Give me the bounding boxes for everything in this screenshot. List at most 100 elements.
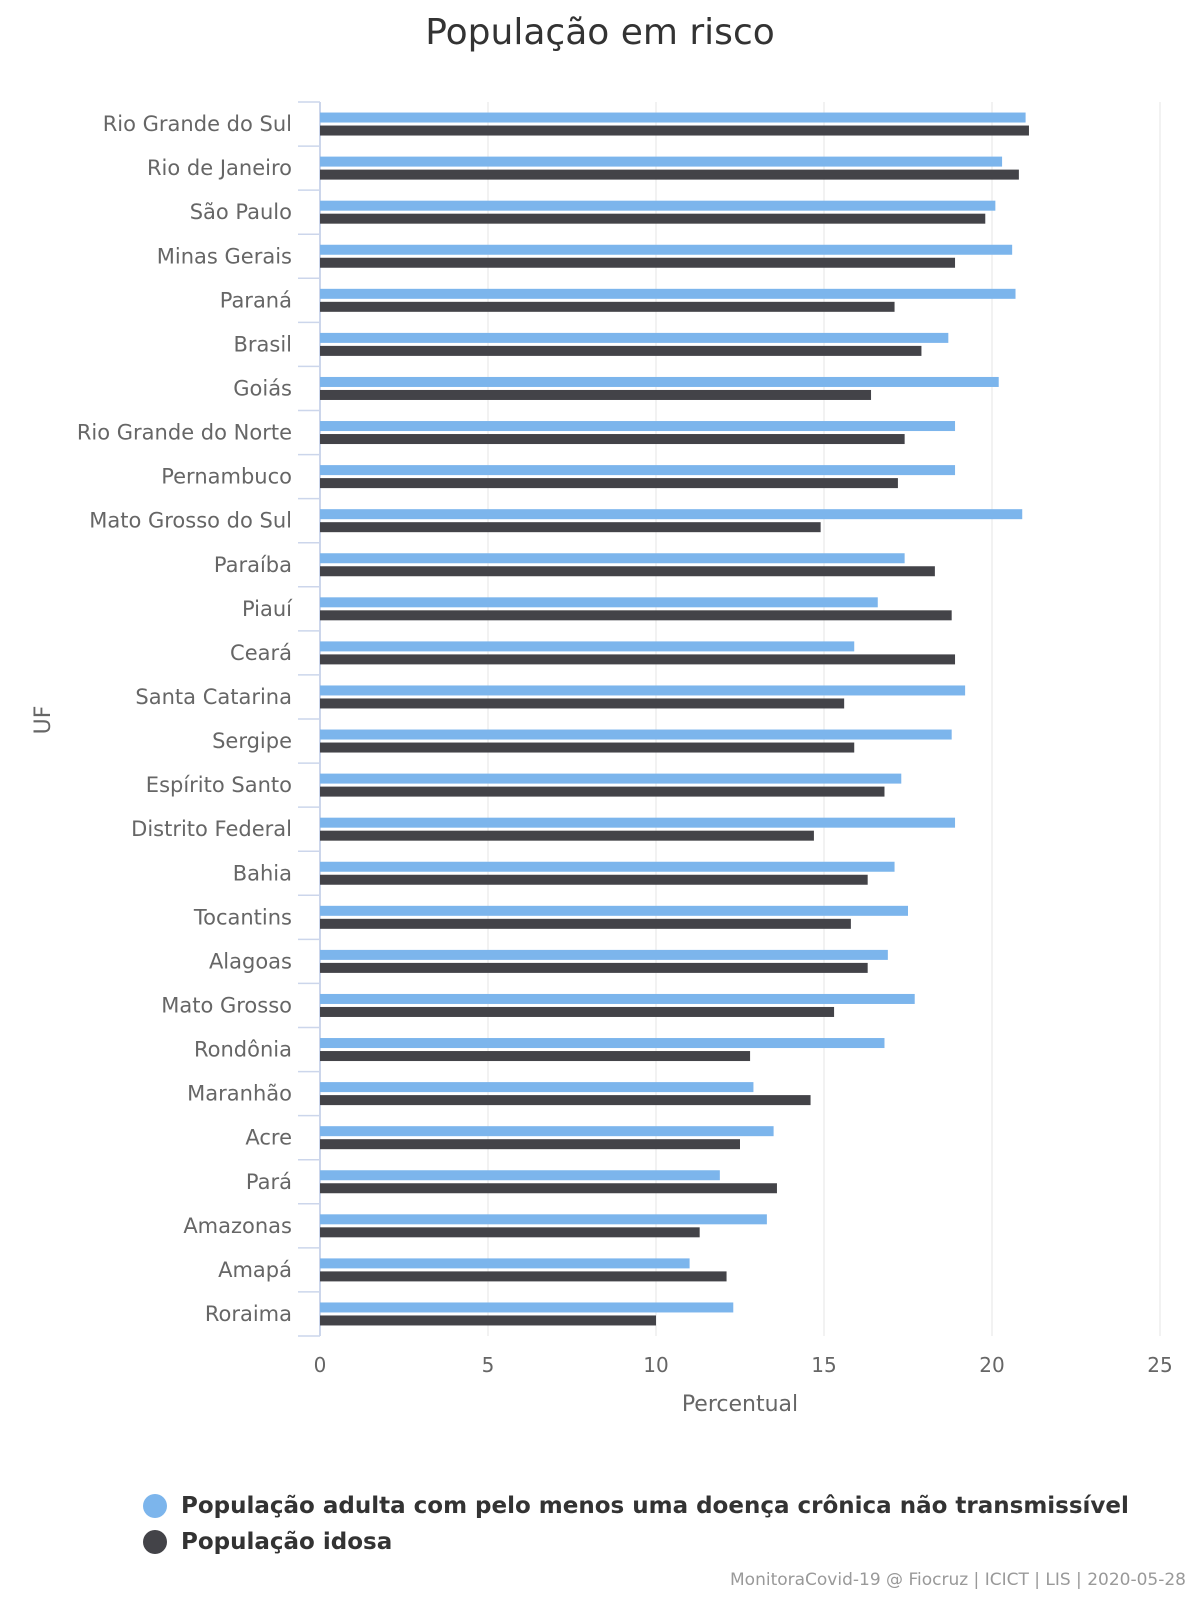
value-axis-title: Percentual: [682, 1392, 798, 1417]
bar-elderly: [320, 478, 898, 489]
bar-elderly: [320, 345, 922, 356]
bar-adults: [320, 288, 1016, 299]
category-label: Acre: [245, 1126, 292, 1150]
category-label: Rio Grande do Norte: [77, 421, 292, 445]
bar-elderly: [320, 213, 986, 224]
bar-adults: [320, 729, 952, 740]
chart-title: População em risco: [425, 12, 775, 53]
legend-item-adults[interactable]: População adulta com pelo menos uma doen…: [143, 1488, 1129, 1524]
gridlines: [487, 102, 1161, 1336]
bar-adults: [320, 597, 878, 608]
bar-elderly: [320, 1139, 740, 1150]
bar-adults: [320, 200, 996, 211]
bar-adults: [320, 553, 905, 564]
bar-adults: [320, 1302, 734, 1313]
category-label: Rio de Janeiro: [147, 156, 292, 180]
bar-elderly: [320, 654, 956, 665]
bar-adults: [320, 509, 1023, 520]
category-label: Pernambuco: [161, 465, 292, 489]
category-label: Mato Grosso do Sul: [89, 509, 292, 533]
category-label: Espírito Santo: [146, 773, 292, 797]
bar-adults: [320, 1082, 754, 1093]
bar-adults: [320, 1126, 774, 1137]
category-label: São Paulo: [190, 200, 292, 224]
category-label: Tocantins: [193, 905, 292, 929]
bar-adults: [320, 641, 855, 652]
value-tick-label: 20: [979, 1353, 1004, 1377]
bar-adults: [320, 465, 956, 476]
value-tick-label: 25: [1147, 1353, 1172, 1377]
bar-elderly: [320, 698, 845, 709]
bar-adults: [320, 773, 902, 784]
bar-adults: [320, 817, 956, 828]
legend: População adulta com pelo menos uma doen…: [143, 1488, 1129, 1560]
legend-item-elderly[interactable]: População idosa: [143, 1524, 1129, 1560]
bar-adults: [320, 112, 1026, 123]
category-axis: Rio Grande do Sul Rio de Janeiro São Paulo…: [77, 101, 321, 1337]
category-label: Paraíba: [214, 553, 292, 577]
bar-elderly: [320, 125, 1029, 136]
category-label: Santa Catarina: [135, 685, 292, 709]
bar-elderly: [320, 566, 935, 577]
category-label: Amapá: [218, 1258, 292, 1282]
credits[interactable]: MonitoraCovid-19 @ Fiocruz | ICICT | LIS…: [730, 1570, 1186, 1590]
bar-adults: [320, 332, 949, 343]
legend-swatch-elderly: [143, 1530, 167, 1554]
category-label: Brasil: [233, 332, 292, 356]
value-tick-label: 15: [811, 1353, 836, 1377]
bar-adults: [320, 156, 1003, 167]
legend-label-adults: População adulta com pelo menos uma doen…: [181, 1493, 1129, 1519]
value-tick-label: 10: [643, 1353, 668, 1377]
bar-adults: [320, 905, 908, 916]
bar-adults: [320, 1214, 767, 1225]
category-label: Minas Gerais: [157, 244, 292, 268]
value-tick-label: 0: [314, 1353, 327, 1377]
category-label: Rio Grande do Sul: [103, 112, 292, 136]
bar-adults: [320, 1170, 720, 1181]
category-label: Paraná: [220, 288, 292, 312]
value-axis: 0 5 10 15 20 25: [314, 1353, 1173, 1377]
bar-elderly: [320, 169, 1019, 180]
category-label: Goiás: [233, 376, 292, 400]
bar-elderly: [320, 830, 814, 841]
bar-elderly: [320, 1051, 751, 1062]
category-label: Alagoas: [209, 949, 292, 973]
bar-adults: [320, 376, 999, 387]
bar-series: [320, 112, 1029, 1326]
legend-label-elderly: População idosa: [181, 1529, 393, 1555]
category-label: Ceará: [230, 641, 292, 665]
category-label: Amazonas: [183, 1214, 292, 1238]
bar-elderly: [320, 522, 821, 533]
bar-adults: [320, 244, 1013, 255]
bar-elderly: [320, 301, 895, 312]
bar-elderly: [320, 1095, 811, 1106]
category-label: Roraima: [205, 1302, 292, 1326]
category-label: Pará: [246, 1170, 292, 1194]
bar-elderly: [320, 786, 885, 797]
category-label: Mato Grosso: [161, 993, 292, 1017]
bar-elderly: [320, 1006, 835, 1017]
value-tick-label: 5: [482, 1353, 495, 1377]
bar-adults: [320, 1038, 885, 1049]
bar-adults: [320, 949, 888, 960]
bar-elderly: [320, 1227, 700, 1238]
bar-elderly: [320, 742, 855, 753]
category-axis-title: UF: [31, 706, 56, 735]
bar-elderly: [320, 1315, 656, 1326]
bar-adults: [320, 861, 895, 872]
bar-elderly: [320, 918, 851, 929]
bar-adults: [320, 685, 966, 696]
legend-swatch-adults: [143, 1494, 167, 1518]
bar-adults: [320, 421, 956, 432]
bar-elderly: [320, 962, 868, 973]
category-label: Maranhão: [187, 1082, 292, 1106]
bar-elderly: [320, 874, 868, 885]
category-label: Bahia: [233, 861, 292, 885]
category-label: Piauí: [242, 597, 293, 621]
bar-elderly: [320, 610, 952, 621]
category-label: Sergipe: [212, 729, 292, 753]
bar-elderly: [320, 434, 905, 445]
bar-elderly: [320, 257, 956, 268]
